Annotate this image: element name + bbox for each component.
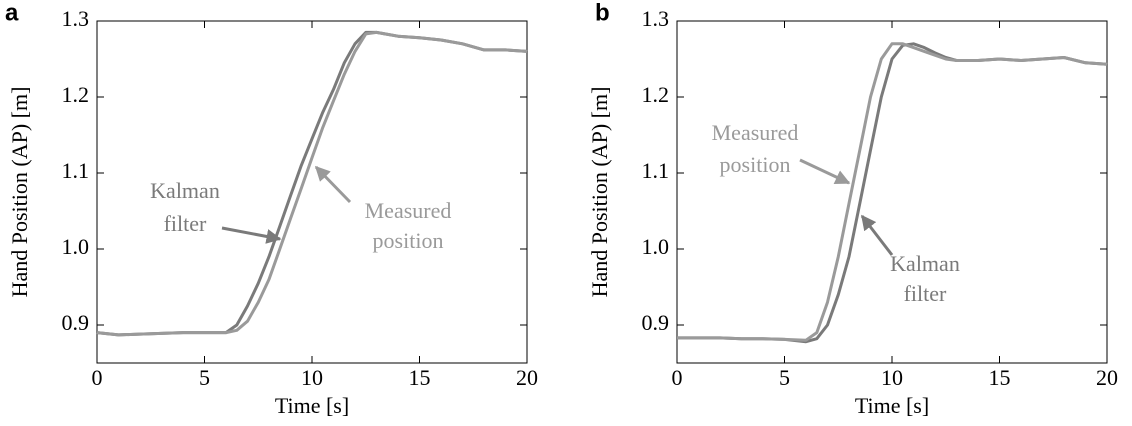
annotation: Kalman (150, 178, 220, 203)
annotation: Measured (365, 198, 452, 223)
x-tick-label: 0 (672, 365, 683, 390)
y-tick-label: 1.1 (642, 158, 670, 183)
x-tick-label: 0 (92, 365, 103, 390)
annotation: Kalman (890, 251, 960, 276)
data-line (96, 30, 528, 337)
x-tick-label: 20 (1096, 365, 1118, 390)
data-line (677, 42, 1108, 344)
annotation: position (720, 152, 791, 177)
y-tick-label: 1.1 (62, 158, 90, 183)
panel-label: a (5, 0, 19, 26)
y-axis-title: Hand Position (AP) [m] (587, 87, 612, 298)
annotation: filter (164, 211, 207, 236)
y-axis-title: Hand Position (AP) [m] (7, 87, 32, 298)
annotation-arrow (799, 158, 851, 185)
y-tick-label: 1.2 (62, 82, 90, 107)
annotation: Measured (712, 120, 799, 145)
x-tick-label: 15 (989, 365, 1011, 390)
y-tick-label: 1.3 (62, 6, 90, 31)
x-tick-label: 10 (301, 365, 323, 390)
y-tick-label: 1.0 (62, 234, 90, 259)
y-tick-label: 0.9 (62, 310, 90, 335)
annotation-arrow (314, 165, 352, 204)
y-tick-label: 1.3 (642, 6, 670, 31)
annotation: position (373, 228, 444, 253)
x-tick-label: 15 (409, 365, 431, 390)
data-line (677, 42, 1108, 342)
x-tick-label: 5 (199, 365, 210, 390)
plot-frame (676, 20, 1108, 364)
annotation: filter (904, 281, 947, 306)
panel-label: b (595, 0, 610, 26)
x-axis-title: Time [s] (855, 393, 929, 418)
annotation-arrow (221, 226, 282, 244)
x-tick-label: 5 (779, 365, 790, 390)
x-tick-label: 20 (516, 365, 538, 390)
x-tick-label: 10 (881, 365, 903, 390)
x-axis-title: Time [s] (275, 393, 349, 418)
y-tick-label: 1.0 (642, 234, 670, 259)
annotation-arrow (860, 214, 894, 256)
y-tick-label: 1.2 (642, 82, 670, 107)
y-tick-label: 0.9 (642, 310, 670, 335)
